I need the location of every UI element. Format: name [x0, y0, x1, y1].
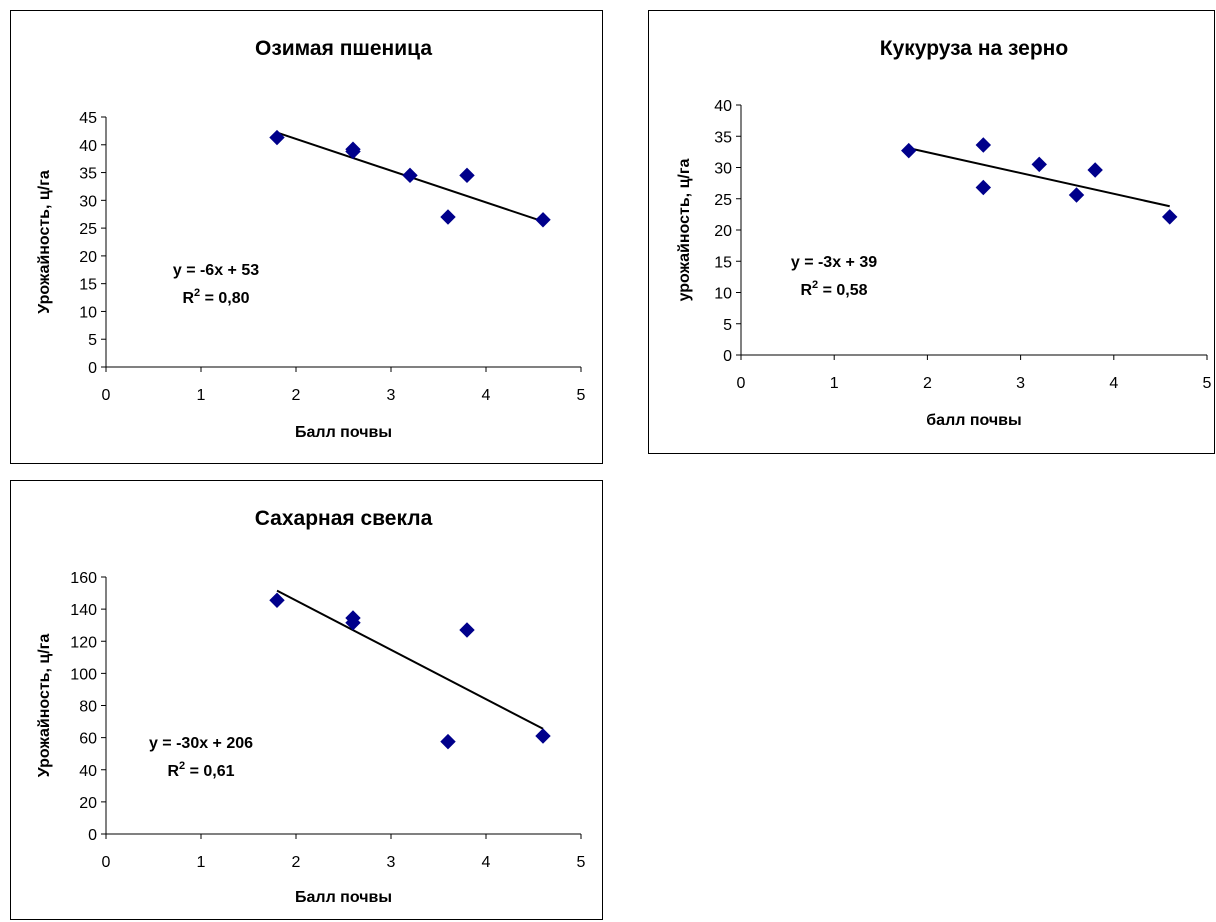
r-squared-symbol: R	[800, 282, 812, 299]
y-tick-label: 80	[79, 699, 97, 716]
trendline	[276, 589, 544, 730]
y-axis-label: Урожайность, ц/га	[36, 170, 53, 314]
data-point-marker	[440, 209, 456, 225]
x-tick-label: 4	[482, 387, 491, 404]
data-point-marker	[535, 212, 551, 228]
y-tick-label: 20	[714, 223, 732, 240]
r-squared-value: = 0,58	[818, 282, 867, 299]
y-tick-label: 5	[88, 332, 97, 349]
y-tick-label: 20	[79, 249, 97, 266]
chart-svg: Сахарная свекла 0 20 40 60 80 100 120 140 160 0 1 2 3…	[36, 507, 586, 906]
y-tick-label: 25	[714, 192, 732, 209]
r-squared-label: R2 = 0,80	[182, 287, 249, 307]
y-tick-label: 15	[79, 277, 97, 294]
data-point-marker	[269, 592, 285, 608]
data-point-marker	[1068, 187, 1085, 203]
chart-panel-sugar-beet: Сахарная свекла 0 20 40 60 80 100 120 140 160 0 1 2 3…	[10, 480, 603, 920]
data-point-marker	[459, 167, 475, 184]
x-tick-label: 4	[482, 854, 491, 871]
y-tick-label: 35	[79, 166, 97, 183]
chart-title: Озимая пшеница	[255, 37, 432, 60]
x-tick-label: 1	[197, 854, 206, 871]
y-tick-label: 40	[714, 98, 732, 115]
x-tick-label: 3	[1016, 375, 1025, 392]
data-point-marker	[459, 622, 475, 638]
data-point-marker	[1087, 162, 1103, 178]
y-tick-label: 10	[714, 286, 732, 303]
y-tick-label: 30	[714, 161, 732, 178]
data-point-marker	[345, 143, 361, 160]
chart-title: Кукуруза на зерно	[880, 37, 1068, 60]
x-tick-label: 5	[1203, 375, 1212, 392]
x-tick-label: 0	[102, 387, 111, 404]
x-tick-label: 2	[923, 375, 932, 392]
data-point-marker	[440, 733, 456, 750]
y-tick-label: 10	[79, 304, 97, 321]
r-squared-symbol: R	[167, 763, 179, 780]
x-tick-label: 3	[387, 387, 396, 404]
data-point-marker	[402, 167, 418, 184]
x-tick-label: 2	[292, 387, 301, 404]
x-axis-label: балл почвы	[926, 412, 1021, 429]
r-squared-value: = 0,80	[200, 290, 249, 307]
r-squared-superscript: 2	[812, 279, 818, 291]
y-tick-label: 0	[723, 348, 732, 365]
x-tick-label: 0	[102, 854, 111, 871]
y-tick-label: 120	[70, 634, 97, 651]
x-tick-label: 2	[292, 854, 301, 871]
x-tick-label: 1	[830, 375, 839, 392]
r-squared-value: = 0,61	[185, 763, 234, 780]
y-tick-label: 60	[79, 731, 97, 748]
y-tick-label: 100	[70, 666, 97, 683]
data-point-marker	[1031, 156, 1047, 173]
y-tick-label: 30	[79, 193, 97, 210]
x-tick-label: 1	[197, 387, 206, 404]
r-squared-superscript: 2	[179, 760, 185, 772]
data-point-marker	[1162, 209, 1178, 225]
y-tick-label: 35	[714, 129, 732, 146]
y-tick-label: 0	[88, 827, 97, 844]
chart-panel-corn: Кукуруза на зерно 0 5 10 15 20 25 30 35 40 0 1 2 3 4 5 б…	[648, 10, 1215, 454]
r-squared-label: R2 = 0,58	[800, 279, 867, 299]
r-squared-label: R2 = 0,61	[167, 760, 234, 780]
y-tick-label: 40	[79, 138, 97, 155]
x-axis-label: Балл почвы	[295, 424, 392, 441]
chart-title: Сахарная свекла	[255, 507, 433, 530]
trendline-equation: y = -6x + 53	[173, 262, 259, 279]
trendline-equation: y = -3x + 39	[791, 254, 877, 271]
data-point-marker	[345, 615, 361, 631]
x-tick-label: 4	[1109, 375, 1118, 392]
y-tick-label: 45	[79, 110, 97, 127]
data-point-marker	[975, 179, 992, 196]
y-tick-label: 140	[70, 602, 97, 619]
y-tick-label: 40	[79, 763, 97, 780]
y-axis-label: Урожайность, ц/га	[36, 634, 53, 778]
data-point-marker	[269, 129, 285, 146]
x-axis-label: Балл почвы	[295, 889, 392, 906]
x-tick-label: 0	[737, 375, 746, 392]
y-tick-label: 0	[88, 360, 97, 377]
y-tick-label: 25	[79, 221, 97, 238]
data-point-marker	[535, 728, 551, 744]
y-tick-label: 5	[723, 317, 732, 334]
r-squared-superscript: 2	[194, 287, 200, 299]
y-tick-label: 15	[714, 254, 732, 271]
data-point-marker	[901, 142, 917, 159]
trendline	[908, 147, 1170, 208]
chart-panel-winter-wheat: Озимая пшеница 0 5 10 15 20 25 30 35 40 45 0 1 2 3 4 5 Ба…	[10, 10, 603, 464]
x-tick-label: 5	[577, 854, 586, 871]
y-axis-label: урожайность, ц/га	[676, 158, 693, 301]
x-tick-label: 3	[387, 854, 396, 871]
y-tick-label: 160	[70, 570, 97, 587]
r-squared-symbol: R	[182, 290, 194, 307]
x-tick-label: 5	[577, 387, 586, 404]
chart-svg: Кукуруза на зерно 0 5 10 15 20 25 30 35 40 0 1 2 3 4 5 б…	[676, 37, 1212, 429]
data-point-marker	[975, 137, 992, 153]
trendline-equation: y = -30x + 206	[149, 735, 253, 752]
y-tick-label: 20	[79, 795, 97, 812]
